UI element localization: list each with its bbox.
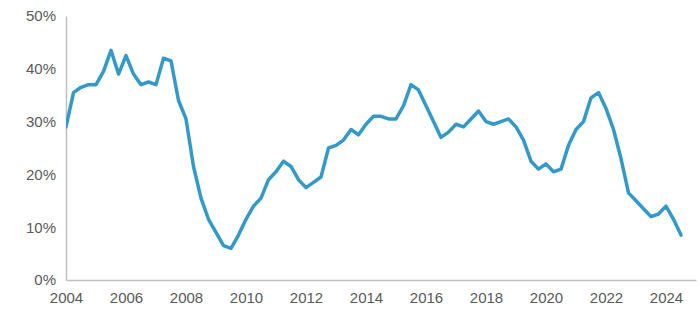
x-tick: 2008 bbox=[170, 280, 203, 306]
x-tick-label: 2008 bbox=[170, 289, 203, 306]
y-tick: 50% bbox=[26, 7, 66, 24]
x-tick: 2004 bbox=[50, 280, 83, 306]
x-tick: 2022 bbox=[590, 280, 623, 306]
y-tick-label: 50% bbox=[26, 7, 56, 24]
x-axis: 2004 2006 2008 2010 2012 2014 2016 2018 2020 2022… bbox=[50, 280, 697, 306]
y-axis: 0% 10% 20% 30% 40% 50% bbox=[26, 7, 67, 288]
line bbox=[66, 50, 681, 248]
x-tick-label: 2010 bbox=[230, 289, 263, 306]
x-tick: 2024 bbox=[650, 280, 683, 306]
x-tick-label: 2016 bbox=[410, 289, 443, 306]
y-tick-label: 30% bbox=[26, 113, 56, 130]
chart: 0% 10% 20% 30% 40% 50% 2004 2006 2008 2010 2012 201… bbox=[0, 0, 700, 323]
x-tick-label: 2004 bbox=[50, 289, 83, 306]
x-tick: 2012 bbox=[290, 280, 323, 306]
x-tick-label: 2018 bbox=[470, 289, 503, 306]
x-tick: 2016 bbox=[410, 280, 443, 306]
series bbox=[66, 50, 681, 248]
x-tick: 2014 bbox=[350, 280, 383, 306]
y-tick-label: 20% bbox=[26, 166, 56, 183]
x-tick-label: 2024 bbox=[650, 289, 683, 306]
y-tick: 40% bbox=[26, 60, 66, 77]
x-tick-label: 2020 bbox=[530, 289, 563, 306]
x-tick-label: 2022 bbox=[590, 289, 623, 306]
x-tick: 2020 bbox=[530, 280, 563, 306]
y-axis-line bbox=[66, 17, 68, 281]
x-axis-line bbox=[67, 280, 697, 282]
y-tick-label: 10% bbox=[26, 219, 56, 236]
x-tick-label: 2006 bbox=[110, 289, 143, 306]
x-tick: 2010 bbox=[230, 280, 263, 306]
y-tick: 20% bbox=[26, 166, 66, 183]
plot: 0% 10% 20% 30% 40% 50% 2004 2006 2008 2010 2012 201… bbox=[26, 7, 697, 305]
y-tick: 10% bbox=[26, 219, 66, 236]
x-tick: 2006 bbox=[110, 280, 143, 306]
y-tick: 30% bbox=[26, 113, 66, 130]
x-tick-label: 2014 bbox=[350, 289, 383, 306]
y-tick-label: 0% bbox=[34, 271, 56, 288]
x-tick-label: 2012 bbox=[290, 289, 323, 306]
y-tick: 0% bbox=[34, 271, 66, 288]
y-tick-label: 40% bbox=[26, 60, 56, 77]
x-tick: 2018 bbox=[470, 280, 503, 306]
